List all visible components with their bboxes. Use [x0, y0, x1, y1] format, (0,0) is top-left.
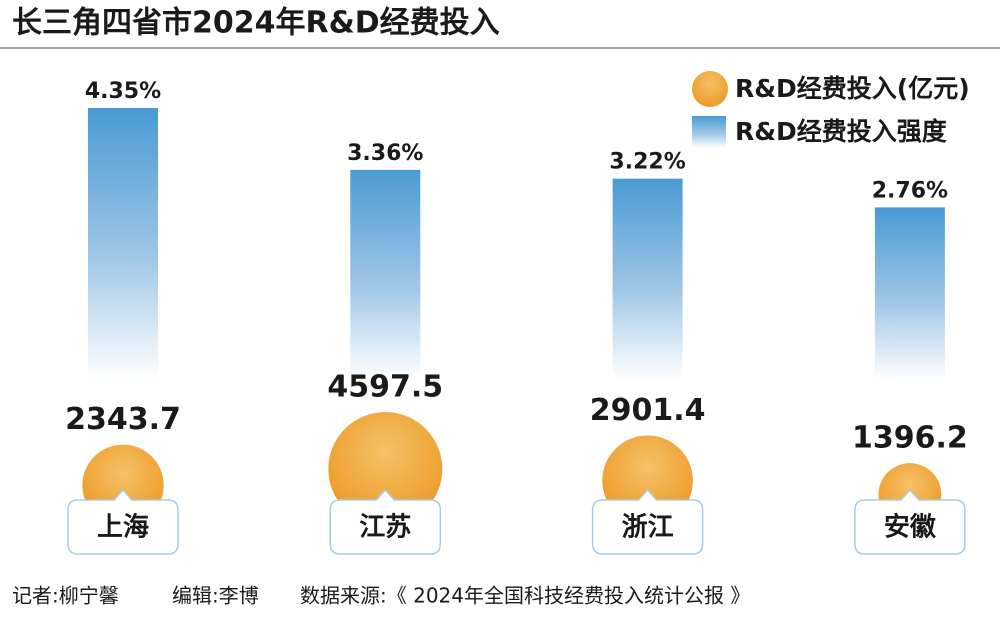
bubble-value-label: 1396.2	[852, 421, 968, 456]
bar	[88, 108, 158, 380]
category-box	[67, 488, 179, 555]
bubble-value-label: 2343.7	[65, 402, 181, 437]
bar-value-label: 4.35%	[85, 79, 161, 104]
bubble-value-label: 2901.4	[590, 393, 706, 428]
legend-label: R&D经费投入强度	[735, 117, 947, 146]
footer-note: 编辑:李博	[172, 584, 259, 608]
legend-swatch	[692, 71, 728, 107]
category-box	[329, 488, 442, 555]
bar	[612, 178, 683, 380]
legend-label: R&D经费投入(亿元)	[735, 74, 970, 103]
legend-swatch	[692, 116, 726, 148]
bar-value-label: 3.22%	[609, 150, 685, 175]
category-label: 安徽	[884, 513, 937, 543]
bar	[874, 207, 945, 380]
footer-note: 记者:柳宁馨	[12, 584, 119, 608]
bubble-value-label: 4597.5	[327, 370, 443, 405]
bubble	[328, 412, 443, 526]
bar-value-label: 2.76%	[872, 178, 948, 203]
category-label: 上海	[97, 513, 149, 543]
category-box	[591, 488, 704, 555]
category-label: 江苏	[359, 513, 411, 543]
footer: 记者:柳宁馨 编辑:李博 数据来源:《 2024年全国科技经费投入统计公报 》	[12, 584, 750, 608]
footer-note: 数据来源:《 2024年全国科技经费投入统计公报 》	[300, 584, 750, 608]
bar	[350, 169, 421, 380]
category-label: 浙江	[622, 513, 674, 543]
category-box	[854, 488, 966, 555]
chart-title: 长三角四省市2024年R&D经费投入	[12, 6, 500, 41]
bar-value-label: 3.36%	[347, 141, 423, 166]
